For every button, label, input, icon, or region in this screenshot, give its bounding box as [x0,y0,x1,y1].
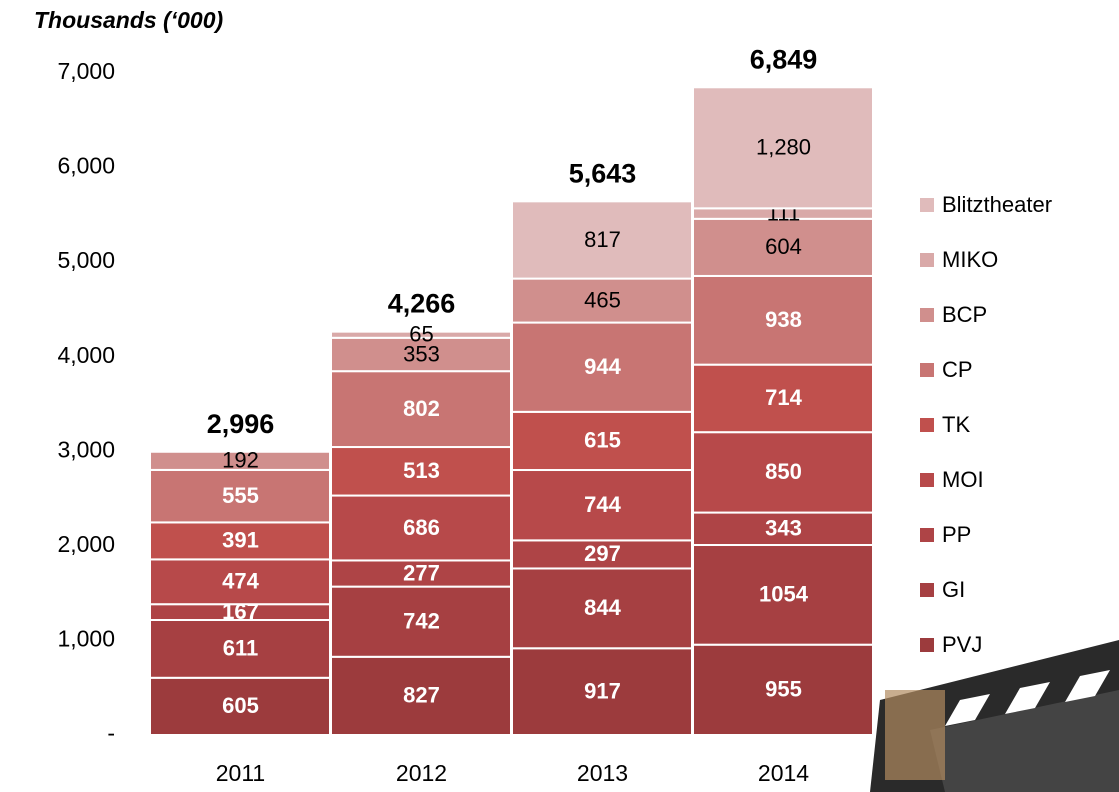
data-label: 817 [584,227,621,252]
data-label: 513 [403,458,440,483]
bar-segment [692,363,874,434]
y-tick-label: 2,000 [57,531,115,557]
data-label: 955 [765,677,802,702]
total-label: 6,849 [750,44,818,74]
data-label: 65 [409,322,433,347]
y-tick-label: 5,000 [57,247,115,273]
bar-segment [330,655,512,736]
data-label: 465 [584,287,621,312]
data-label: 1054 [759,582,809,607]
legend-swatch [920,638,934,652]
y-tick-label: 7,000 [57,58,115,84]
data-label: 611 [223,636,259,661]
data-label: 938 [765,307,802,332]
x-tick-label: 2014 [758,760,809,786]
data-label: 1,280 [756,135,811,160]
data-label: 604 [765,234,802,259]
data-label: 850 [765,459,802,484]
data-label: 353 [403,341,440,366]
bar-segment [330,494,512,562]
data-label: 343 [765,516,802,541]
y-tick-label: 1,000 [57,626,115,652]
bar-segment [330,559,512,588]
data-label: 277 [403,560,440,585]
data-label: 944 [584,354,621,379]
bar-segment [511,469,693,542]
data-label: 827 [403,683,440,708]
legend-swatch [920,583,934,597]
data-label: 917 [584,678,621,703]
bar-segment [511,321,693,413]
total-label: 2,996 [207,409,275,439]
data-label: 474 [222,569,259,594]
data-label: 605 [222,693,259,718]
bar-segment [692,544,874,646]
data-label: 686 [403,515,440,540]
bar-segment [511,647,693,737]
legend-label: CP [942,357,973,382]
data-label: 802 [403,396,440,421]
legend-label: Blitztheater [942,192,1052,217]
data-label: 615 [584,428,621,453]
data-label: 391 [222,528,259,553]
bar-segment [330,370,512,449]
bar-segment [692,431,874,514]
x-tick-label: 2011 [216,760,265,786]
legend-swatch [920,308,934,322]
bar-segment [149,676,331,737]
legend-label: PVJ [942,632,982,657]
bar-segment [511,410,693,472]
legend-swatch [920,198,934,212]
bar-segment [330,336,512,373]
data-label: 297 [584,541,621,566]
y-tick-label: 4,000 [57,342,115,368]
legend-label: PP [942,522,971,547]
bar-segment [692,643,874,736]
y-tick-label: 6,000 [57,153,115,179]
legend-swatch [920,473,934,487]
data-label: 844 [584,595,621,620]
chart-title: Thousands (‘000) [34,7,223,33]
x-tick-label: 2013 [577,760,628,786]
y-tick-label: 3,000 [57,436,115,462]
legend-swatch [920,363,934,377]
legend-swatch [920,253,934,267]
data-label: 192 [222,448,259,473]
legend-swatch [920,528,934,542]
bar-segment [511,200,693,280]
legend-label: MOI [942,467,984,492]
total-label: 5,643 [569,158,637,188]
data-label: 744 [584,492,621,517]
bar-segment [692,86,874,210]
data-label: 742 [403,609,440,634]
clapper-decoration [870,640,1119,792]
data-label: 714 [765,385,802,410]
legend-label: BCP [942,302,987,327]
bar-segment [511,277,693,324]
legend-label: TK [942,412,970,437]
legend-label: MIKO [942,247,998,272]
legend-swatch [920,418,934,432]
total-label: 4,266 [388,289,456,319]
bar-segment [511,567,693,650]
bar-segment [149,521,331,561]
bar-segment [330,585,512,658]
bar-segment [692,217,874,277]
y-tick-label: - [107,720,115,746]
data-label: 555 [222,483,259,508]
legend-label: GI [942,577,965,602]
x-tick-label: 2012 [396,760,447,786]
